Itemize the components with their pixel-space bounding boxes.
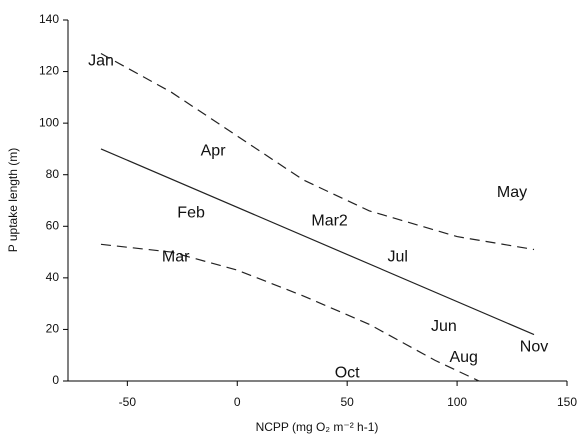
point-label: Jul (388, 248, 408, 265)
point-label: Feb (177, 205, 205, 222)
point-label: Nov (520, 339, 548, 356)
confidence-band (100, 52, 535, 251)
y-tick-label: 40 (46, 270, 60, 284)
point-label: Mar (162, 248, 190, 265)
point-label: Aug (449, 349, 477, 366)
y-tick-label: 0 (52, 373, 59, 387)
regression-line (100, 148, 535, 336)
x-tick-label: 50 (340, 395, 354, 409)
y-tick-label: 80 (46, 167, 60, 181)
x-tick-label: 150 (557, 395, 577, 409)
x-axis-label: NCPP (mg O₂ m⁻² h-1) (256, 420, 379, 434)
y-tick-label: 120 (39, 64, 59, 78)
y-tick-label: 20 (46, 322, 60, 336)
point-label: May (497, 184, 527, 201)
y-tick-label: 60 (46, 218, 60, 232)
x-tick-label: -50 (119, 395, 137, 409)
point-label: Mar2 (311, 212, 348, 229)
point-label: Apr (201, 143, 227, 160)
x-tick-label: 0 (234, 395, 241, 409)
y-axis-label: P uptake length (m) (6, 148, 20, 253)
y-tick-label: 100 (39, 115, 59, 129)
confidence-band (100, 243, 480, 382)
point-label: Jan (88, 52, 114, 69)
point-label: Jun (431, 318, 457, 335)
point-label: Oct (335, 364, 360, 381)
x-tick-label: 100 (447, 395, 467, 409)
y-tick-label: 140 (39, 12, 59, 26)
